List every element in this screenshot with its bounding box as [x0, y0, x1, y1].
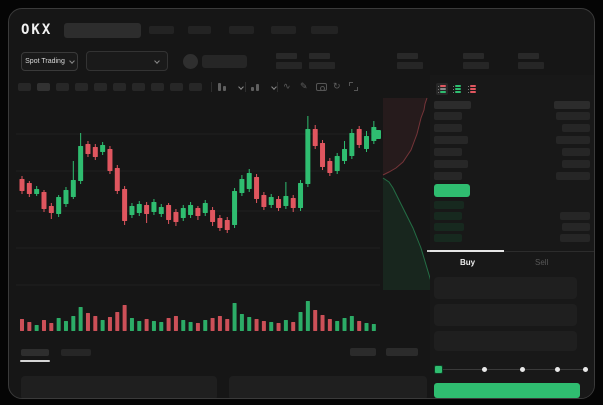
bottom-tab[interactable]: [61, 349, 91, 356]
nav-item[interactable]: [311, 26, 338, 34]
orderbook-row-bar[interactable]: [434, 234, 462, 242]
spot-trading-label: Spot Trading: [25, 58, 65, 65]
timeframe-button[interactable]: [56, 83, 69, 91]
tab-sell[interactable]: Sell: [535, 258, 549, 267]
order-input[interactable]: [434, 331, 577, 351]
timeframe-button[interactable]: [18, 83, 31, 91]
active-tab-indicator: [430, 250, 504, 252]
history-panel-placeholder: [229, 376, 427, 398]
book-combined-icon[interactable]: [436, 83, 448, 95]
orderbook-row-bar[interactable]: [562, 148, 590, 156]
orderbook-row-bar[interactable]: [562, 223, 590, 231]
orderbook-row-bar[interactable]: [562, 160, 590, 168]
orderbook-panel: Buy Sell: [430, 75, 594, 398]
timeframe-button[interactable]: [113, 83, 126, 91]
timeframe-button[interactable]: [189, 83, 202, 91]
orderbook-row-bar[interactable]: [434, 101, 471, 109]
toolbar-divider: [277, 82, 278, 92]
camera-icon[interactable]: [316, 83, 327, 91]
orderbook-row-bar[interactable]: [560, 234, 590, 242]
depth-chart[interactable]: [381, 96, 434, 292]
ticker-stat: [309, 53, 339, 69]
orders-panel-placeholder: [21, 376, 217, 398]
slider-stop[interactable]: [555, 367, 560, 372]
pair-dropdown[interactable]: [86, 51, 168, 71]
okx-logo: OKX: [21, 22, 53, 38]
slider-stop[interactable]: [482, 367, 487, 372]
wave-icon[interactable]: ∿: [283, 81, 291, 91]
orderbook-row-bar[interactable]: [434, 172, 462, 180]
nav-item[interactable]: [149, 26, 174, 34]
ticker-stat: [518, 53, 548, 69]
orderbook-row-bar[interactable]: [560, 212, 590, 220]
orderbook-last-price[interactable]: [434, 184, 470, 197]
nav-item[interactable]: [271, 26, 296, 34]
tab-buy[interactable]: Buy: [460, 258, 476, 267]
timeframe-button[interactable]: [94, 83, 107, 91]
nav-item[interactable]: [188, 26, 211, 34]
buy-button[interactable]: [434, 383, 580, 398]
orderbook-row-bar[interactable]: [434, 124, 462, 132]
chart-footer-pill[interactable]: [350, 348, 376, 356]
pencil-icon[interactable]: ✎: [300, 81, 308, 91]
toolbar-divider: [245, 82, 246, 92]
orderbook-row-bar[interactable]: [434, 212, 462, 220]
book-asks-icon[interactable]: [466, 83, 478, 95]
spot-trading-dropdown[interactable]: Spot Trading: [21, 52, 78, 71]
orderbook-row-bar[interactable]: [434, 160, 468, 168]
toolbar-divider: [211, 82, 212, 92]
pair-name-placeholder: [202, 55, 247, 68]
timeframe-button[interactable]: [75, 83, 88, 91]
orderbook-row-bar[interactable]: [554, 101, 590, 109]
last-price-tag: [374, 130, 381, 139]
chevron-down-icon: [154, 57, 160, 64]
orderbook-row-bar[interactable]: [556, 172, 590, 180]
app-window: OKX Spot Trading ∿ ✎ ↻: [8, 8, 595, 399]
chevron-down-icon: [69, 58, 75, 64]
timeframe-button[interactable]: [37, 83, 50, 91]
orderbook-row-bar[interactable]: [434, 148, 462, 156]
orderbook-row-bar[interactable]: [556, 136, 590, 144]
orderbook-row-bar[interactable]: [434, 136, 468, 144]
bottom-tab-active[interactable]: [21, 349, 49, 356]
timeframe-button[interactable]: [170, 83, 183, 91]
book-bids-icon[interactable]: [451, 83, 463, 95]
order-input[interactable]: [434, 277, 577, 299]
amount-slider-track[interactable]: [438, 369, 587, 370]
tab-divider: [430, 251, 594, 252]
slider-stop[interactable]: [520, 367, 525, 372]
timeframe-button[interactable]: [151, 83, 164, 91]
coin-avatar: [183, 54, 198, 69]
orderbook-row-bar[interactable]: [434, 112, 462, 120]
search-input[interactable]: [64, 23, 141, 38]
amount-slider-handle[interactable]: [434, 365, 443, 374]
ticker-stat: [463, 53, 493, 69]
bottom-tab-underline: [20, 360, 50, 362]
orderbook-row-bar[interactable]: [434, 223, 464, 231]
orderbook-row-bar[interactable]: [562, 124, 590, 132]
chart-footer-pill[interactable]: [386, 348, 418, 356]
chevron-down-icon[interactable]: [238, 84, 244, 90]
orderbook-row-bar[interactable]: [434, 201, 464, 209]
candle-type-icon[interactable]: [218, 83, 228, 91]
ticker-stat: [276, 53, 306, 69]
refresh-icon[interactable]: ↻: [333, 81, 341, 91]
ticker-stat: [397, 53, 427, 69]
nav-item[interactable]: [229, 26, 254, 34]
chevron-down-icon[interactable]: [271, 84, 277, 90]
orderbook-row-bar[interactable]: [556, 112, 590, 120]
expand-icon[interactable]: [349, 82, 358, 91]
order-input[interactable]: [434, 304, 577, 326]
slider-stop[interactable]: [583, 367, 588, 372]
candlestick-chart[interactable]: [16, 96, 380, 336]
indicator-icon[interactable]: [251, 83, 261, 91]
timeframe-button[interactable]: [132, 83, 145, 91]
